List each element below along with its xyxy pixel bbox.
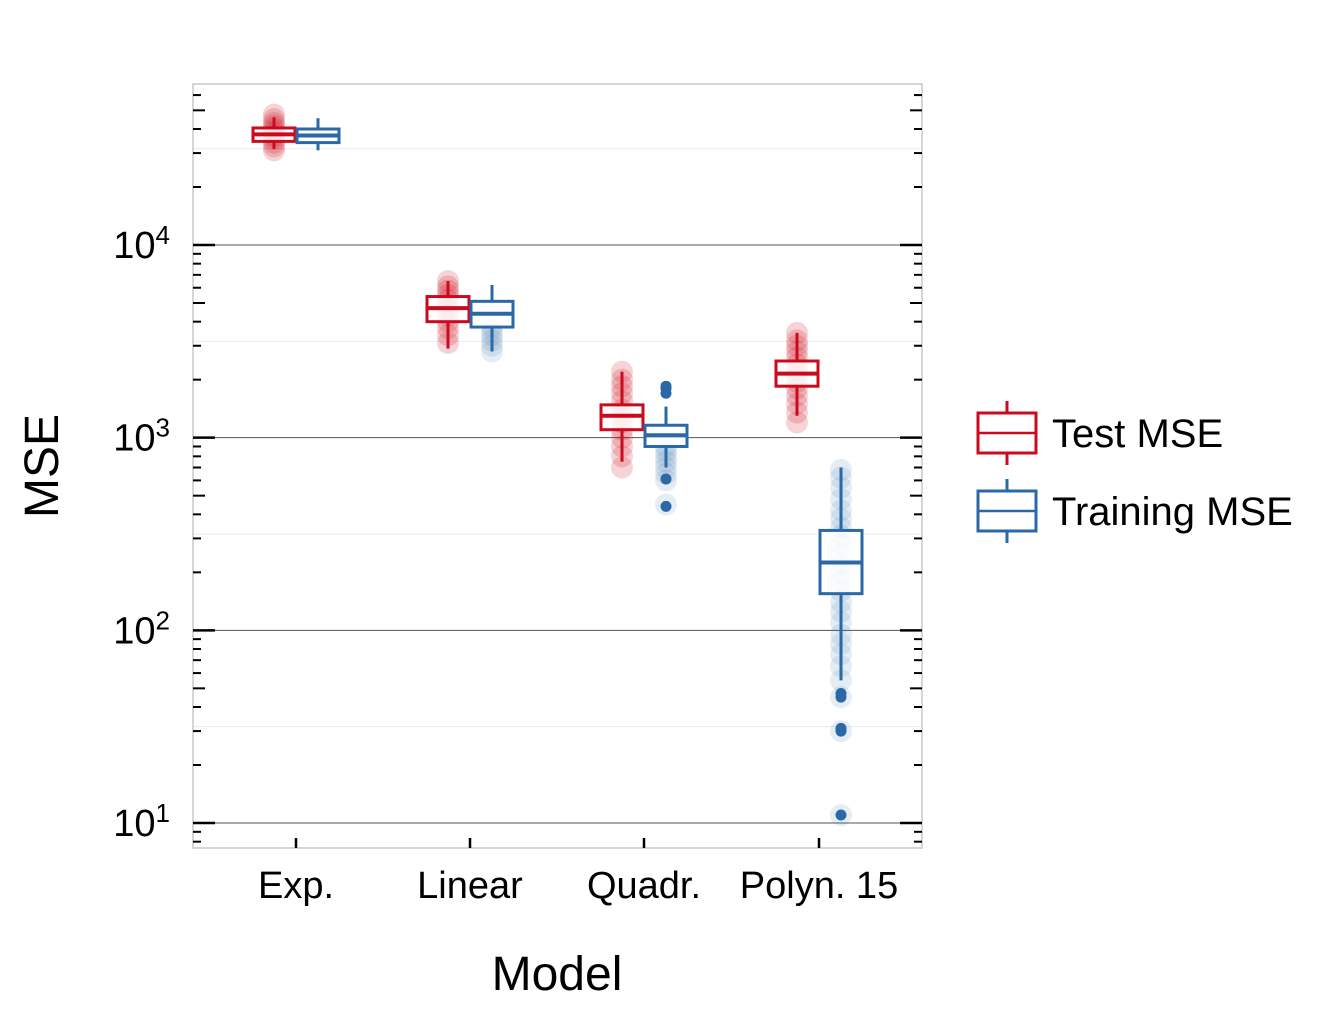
outlier-point (835, 809, 847, 821)
y-tick-label: 103 (113, 413, 170, 460)
data-layer (251, 103, 864, 827)
legend: Test MSE Training MSE (976, 401, 1293, 543)
x-tick-label: Quadr. (587, 865, 701, 907)
y-tick-label: 102 (113, 605, 170, 652)
outlier-point (835, 688, 847, 700)
x-tick-label: Polyn. 15 (740, 865, 898, 907)
y-tick-label: 101 (113, 798, 170, 845)
axis-layer: 101 102 103 104 Exp. Linear Quadr. Polyn. 15 (113, 94, 922, 907)
data-point (263, 139, 285, 162)
x-axis-title: Model (492, 948, 623, 1001)
outlier-point (660, 380, 672, 392)
data-point (263, 103, 285, 126)
x-tick-label: Linear (417, 865, 523, 907)
outlier-point (660, 500, 672, 512)
y-axis-title: MSE (16, 414, 69, 518)
legend-label: Test MSE (1052, 412, 1223, 456)
grid-layer (193, 148, 922, 824)
data-point (786, 411, 808, 434)
data-point (611, 456, 633, 479)
outlier-point (660, 473, 672, 485)
plot-panel-border (192, 83, 923, 849)
legend-label: Training MSE (1052, 490, 1293, 534)
outlier-point (835, 722, 847, 734)
y-tick-label: 104 (113, 220, 170, 267)
x-tick-label: Exp. (258, 865, 334, 907)
